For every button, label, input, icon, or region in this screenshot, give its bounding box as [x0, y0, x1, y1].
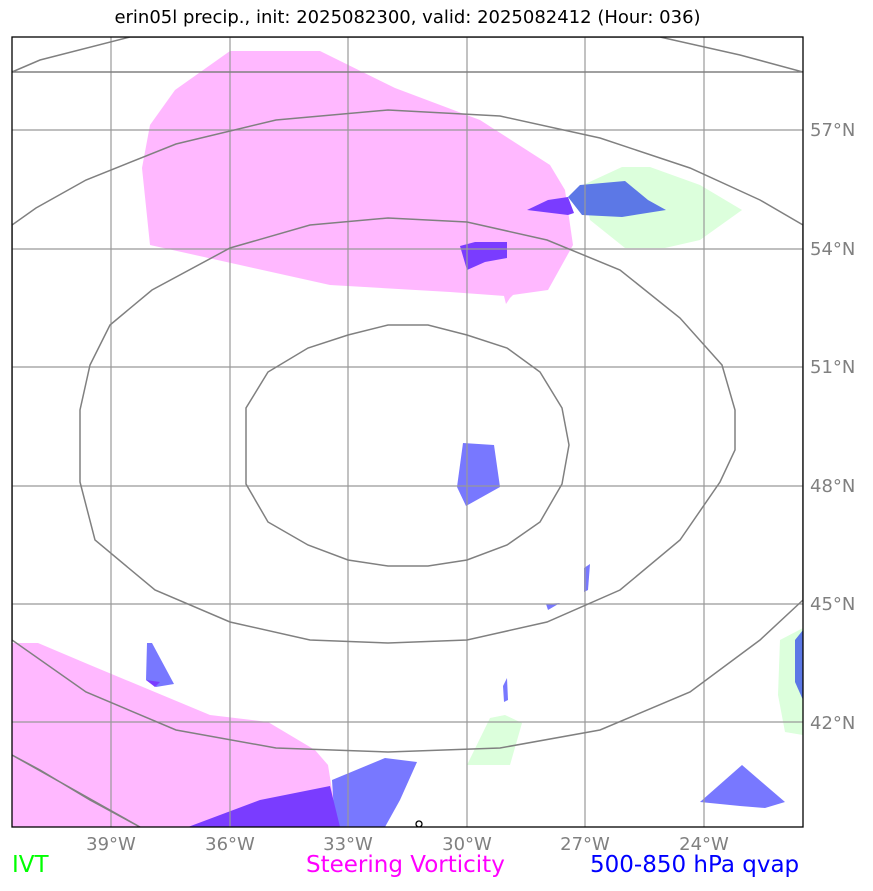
- qvap-region-ne-dark: [527, 197, 574, 215]
- lon-label: 24°W: [679, 834, 729, 855]
- range-ring-2: [79, 217, 736, 644]
- lat-label: 45°N: [810, 594, 855, 615]
- lon-label: 36°W: [205, 834, 255, 855]
- qvap-region-ne: [568, 181, 666, 217]
- qvap-region-south-dark: [188, 786, 340, 827]
- vorticity-region-north: [142, 51, 573, 296]
- qvap-speck-b: [546, 603, 560, 610]
- qvap-region-w: [146, 643, 174, 687]
- lon-label: 27°W: [560, 834, 610, 855]
- lon-label: 30°W: [442, 834, 492, 855]
- qvap-region-se: [700, 765, 785, 808]
- qvap-region-center: [457, 443, 500, 506]
- range-ring-4-south: [12, 754, 141, 827]
- range-ring-3: [12, 109, 803, 753]
- legend-ivt: IVT: [12, 852, 49, 878]
- lon-label: 39°W: [86, 834, 136, 855]
- legend-steering-vorticity: Steering Vorticity: [306, 852, 505, 878]
- range-rings: [12, 37, 803, 827]
- qvap-speck-c: [503, 678, 508, 702]
- qvap-region-e: [795, 630, 803, 700]
- ivt-region-s: [467, 715, 522, 765]
- legend-qvap: 500-850 hPa qvap: [590, 852, 800, 878]
- range-ring-4: [12, 37, 803, 73]
- vorticity-speck: [503, 285, 518, 304]
- qvap-region-w-dark: [146, 680, 160, 687]
- map-title: erin05l precip., init: 2025082300, valid…: [114, 7, 701, 28]
- steering-vorticity-field: [12, 51, 573, 827]
- lat-label: 51°N: [810, 357, 855, 378]
- latitude-labels: 57°N 54°N 51°N 48°N 45°N 42°N: [810, 120, 855, 734]
- lat-label: 57°N: [810, 120, 855, 141]
- storm-center-marker: [415, 820, 423, 827]
- plot-frame: [11, 36, 804, 828]
- qvap-region-south-light: [332, 758, 417, 827]
- range-ring-1: [245, 324, 570, 567]
- lat-label: 48°N: [810, 476, 855, 497]
- lat-label: 54°N: [810, 239, 855, 260]
- vorticity-region-south: [12, 643, 340, 827]
- graticule: [12, 37, 803, 827]
- lat-label: 42°N: [810, 713, 855, 734]
- longitude-labels: 39°W 36°W 33°W 30°W 27°W 24°W: [86, 834, 729, 855]
- lon-label: 33°W: [323, 834, 373, 855]
